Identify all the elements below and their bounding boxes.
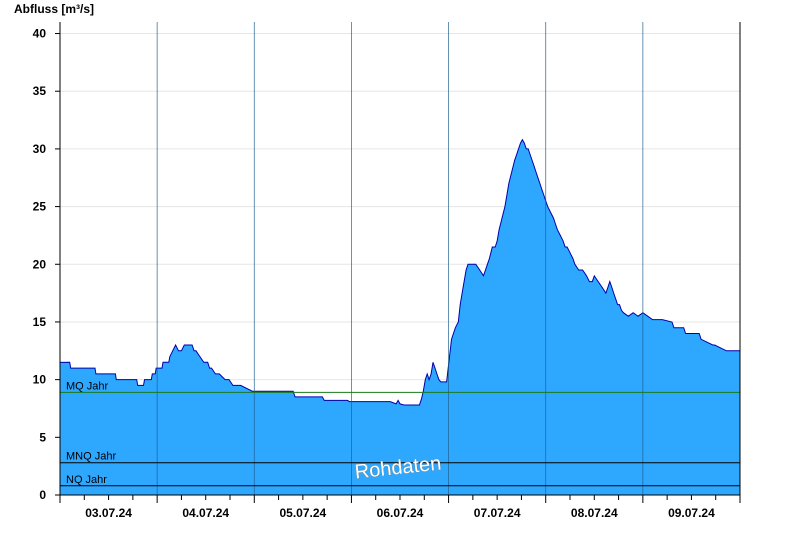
x-tick-label-2: 05.07.24 (279, 506, 326, 520)
x-tick-label-5: 08.07.24 (571, 506, 618, 520)
ref-label-2: NQ Jahr (66, 474, 107, 486)
x-tick-label-1: 04.07.24 (182, 506, 229, 520)
y-tick-label-40: 40 (33, 27, 47, 41)
ref-label-1: MNQ Jahr (66, 451, 116, 463)
y-tick-label-35: 35 (33, 84, 47, 98)
x-tick-label-3: 06.07.24 (377, 506, 424, 520)
x-axis-ticks: 03.07.24 04.07.24 05.07.24 06.07.24 07.07.24… (59, 495, 741, 520)
discharge-line (59, 138, 740, 406)
y-tick-label-20: 20 (33, 257, 47, 271)
reference-lines: MQ Jahr MNQ Jahr NQ Jahr (60, 380, 740, 487)
discharge-area (60, 139, 740, 495)
y-tick-label-30: 30 (33, 142, 47, 156)
y-tick-label-10: 10 (33, 373, 47, 387)
x-tick-label-4: 07.07.24 (474, 506, 521, 520)
x-tick-label-6: 09.07.24 (668, 506, 715, 520)
ref-label-0: MQ Jahr (66, 380, 109, 392)
day-separator-lines (156, 22, 644, 495)
y-tick-label-15: 15 (33, 315, 47, 329)
x-tick-label-0: 03.07.24 (85, 506, 132, 520)
y-axis-label: Abfluss [m³/s] (14, 2, 94, 16)
y-tick-label-5: 5 (39, 430, 46, 444)
y-tick-label-25: 25 (33, 200, 47, 214)
y-tick-label-0: 0 (39, 488, 46, 502)
y-axis-ticks: 0 5 10 15 20 25 30 35 40 (33, 27, 60, 502)
